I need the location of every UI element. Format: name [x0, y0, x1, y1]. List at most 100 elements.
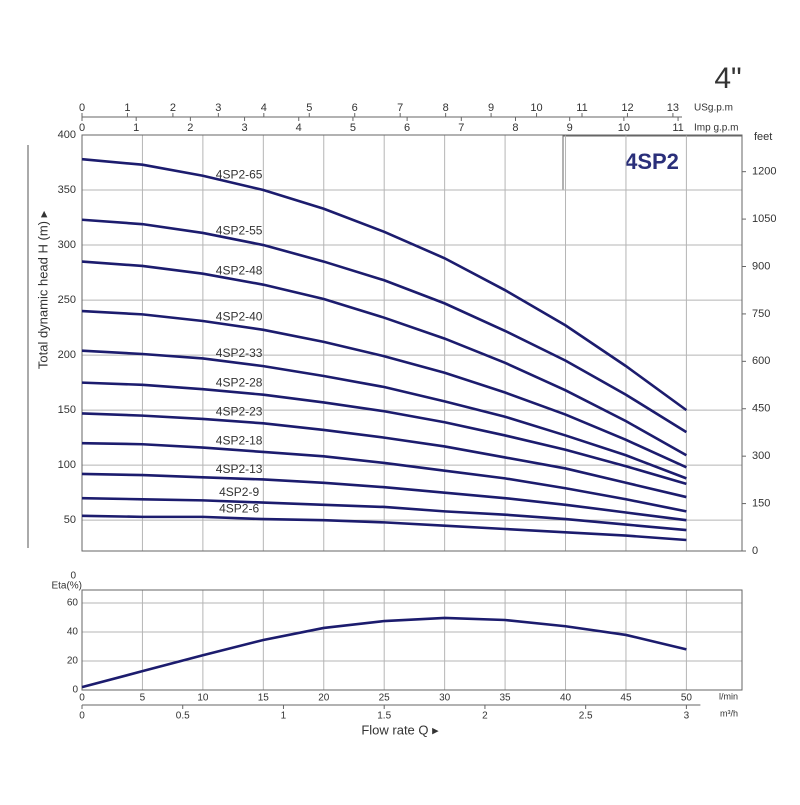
top-axis-tick-label: 2 [187, 122, 193, 134]
top-axis-tick-label: 5 [350, 122, 356, 134]
top-axis-tick-label: 4 [261, 102, 267, 114]
top-axis-tick-label: 0 [79, 102, 85, 114]
y-tick-label: 250 [58, 294, 76, 306]
x-tick-label: 30 [439, 693, 451, 704]
x2-unit-label: m³/h [720, 708, 738, 718]
top-axis-tick-label: 3 [241, 122, 247, 134]
top-axis-tick-label: 2 [170, 102, 176, 114]
x2-tick-label: 2.5 [579, 711, 593, 722]
y-tick-label: 100 [58, 459, 76, 471]
top-axis-tick-label: 6 [404, 122, 410, 134]
curve-label: 4SP2-28 [216, 376, 263, 390]
curve-label: 4SP2-65 [216, 167, 263, 181]
curve-label: 4SP2-48 [216, 263, 263, 277]
x-tick-label: 0 [79, 693, 85, 704]
x-tick-label: 45 [620, 693, 632, 704]
y-tick-label: 40 [67, 627, 79, 638]
curve-label: 4SP2-55 [216, 223, 263, 237]
y-tick-label: 300 [58, 239, 76, 251]
y-tick-label: 50 [64, 514, 76, 526]
top-axis-tick-label: 3 [215, 102, 221, 114]
curve [81, 218, 688, 434]
top-axis-tick-label: 1 [133, 122, 139, 134]
y2-tick-label: 0 [752, 545, 758, 557]
y-tick-label: 0 [72, 685, 78, 696]
curve [81, 496, 687, 532]
top-axis-tick-label: 9 [488, 102, 494, 114]
y2-axis-label: feet [754, 131, 772, 143]
y2-tick-label: 750 [752, 308, 770, 320]
y2-tick-label: 1200 [752, 166, 776, 178]
top-axis-tick-label: 5 [306, 102, 312, 114]
y-tick-label: 150 [58, 404, 76, 416]
y2-tick-label: 900 [752, 260, 770, 272]
curve-label: 4SP2-33 [216, 346, 263, 360]
y-axis-top-text: 0 [70, 571, 76, 582]
curve-label: 4SP2-6 [219, 501, 259, 515]
curve [81, 514, 687, 542]
curve [81, 381, 687, 486]
model-label: 4SP2 [625, 149, 679, 174]
y2-tick-label: 300 [752, 450, 770, 462]
curve [81, 349, 687, 480]
x-tick-label: 10 [197, 693, 209, 704]
y-tick-label: 400 [58, 129, 76, 141]
curve-label: 4SP2-18 [216, 433, 263, 447]
x-tick-label: 35 [500, 693, 512, 704]
curve [81, 412, 687, 499]
x-tick-label: 5 [140, 693, 146, 704]
x2-tick-label: 2 [482, 711, 488, 722]
top-axis-tick-label: 8 [443, 102, 449, 114]
y-tick-label: 200 [58, 349, 76, 361]
chart-title: 4" [714, 62, 741, 95]
y-axis-label: Eta(%) [51, 581, 82, 592]
top-axis-label: Imp g.p.m [694, 123, 738, 134]
curve [81, 260, 688, 457]
top-axis-tick-label: 12 [621, 102, 633, 114]
x-tick-label: 25 [379, 693, 391, 704]
curve-label: 4SP2-40 [216, 309, 263, 323]
top-axis-tick-label: 11 [576, 102, 587, 114]
x2-tick-label: 0.5 [176, 711, 190, 722]
y-tick-label: 60 [67, 598, 79, 609]
x2-tick-label: 1.5 [377, 711, 391, 722]
y2-tick-label: 150 [752, 497, 770, 509]
top-axis-tick-label: 7 [397, 102, 403, 114]
y-tick-label: 20 [67, 656, 79, 667]
x-tick-label: 50 [681, 693, 693, 704]
curve-label: 4SP2-13 [216, 462, 263, 476]
top-axis-tick-label: 6 [352, 102, 358, 114]
y-tick-label: 350 [58, 184, 76, 196]
y2-tick-label: 450 [752, 403, 770, 415]
x-tick-label: 40 [560, 693, 572, 704]
x2-tick-label: 3 [684, 711, 690, 722]
plot-frame [81, 134, 743, 552]
y-axis-label: Total dynamic head H (m) ▸ [35, 210, 50, 369]
top-axis-label: USg.p.m [694, 103, 733, 114]
x2-tick-label: 0 [79, 711, 85, 722]
top-axis-tick-label: 10 [530, 102, 542, 114]
top-axis-tick-label: 7 [458, 122, 464, 134]
top-axis-tick-label: 4 [296, 122, 302, 134]
top-axis-tick-label: 10 [618, 122, 630, 134]
curve-label: 4SP2-23 [216, 405, 263, 419]
model-box [562, 135, 743, 191]
x2-tick-label: 1 [281, 711, 287, 722]
x-tick-label: 20 [318, 693, 330, 704]
curve [81, 157, 688, 412]
y2-tick-label: 600 [752, 355, 770, 367]
top-axis-tick-label: 0 [79, 122, 85, 134]
top-axis-tick-label: 8 [512, 122, 518, 134]
curve [81, 309, 687, 469]
x-axis-label: Flow rate Q ▸ [361, 722, 439, 737]
curve [81, 441, 687, 513]
top-axis-tick-label: 11 [672, 122, 683, 134]
plot-frame [81, 589, 743, 691]
efficiency-curve [81, 616, 687, 689]
curve [81, 472, 687, 522]
y2-tick-label: 1050 [752, 213, 776, 225]
curve-label: 4SP2-9 [219, 485, 259, 499]
top-axis-tick-label: 1 [124, 102, 130, 114]
top-axis-tick-label: 9 [567, 122, 573, 134]
